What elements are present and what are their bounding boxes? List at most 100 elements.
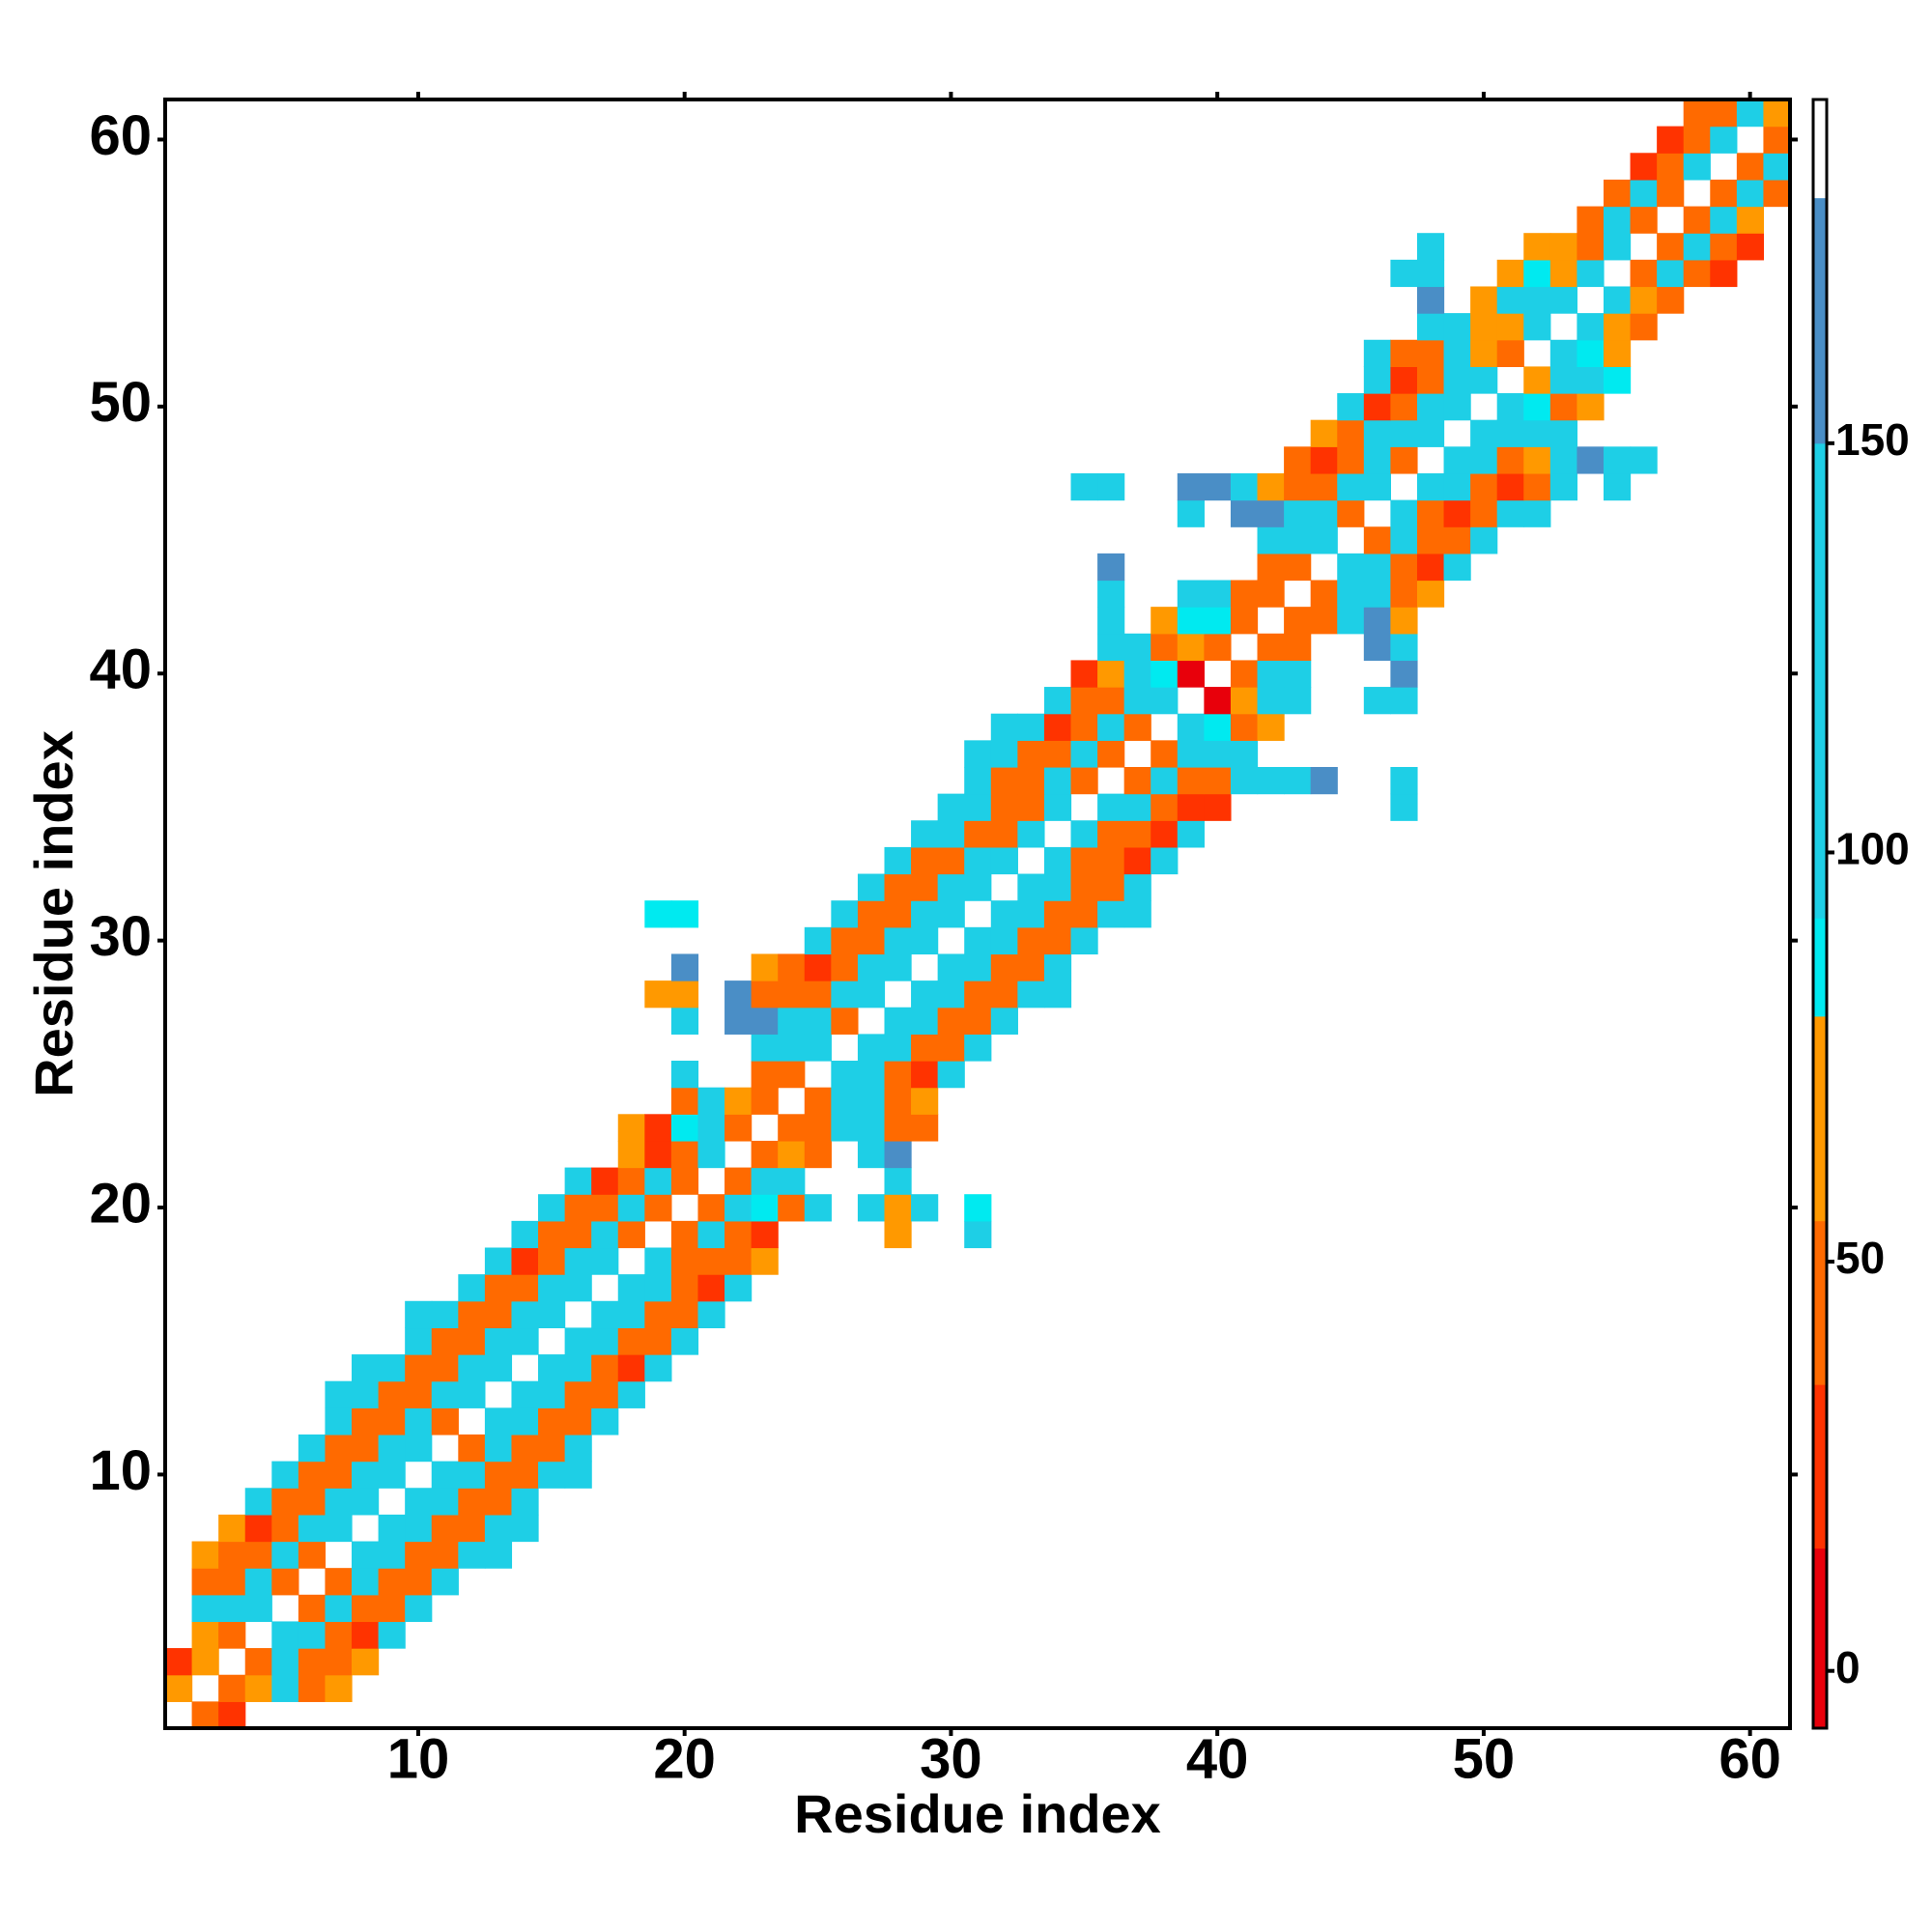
heatmap-cell (352, 1648, 380, 1676)
heatmap-cell (1736, 153, 1765, 181)
heatmap-cell (591, 1380, 619, 1408)
heatmap-cell (1017, 900, 1045, 928)
heatmap-cell (1496, 393, 1524, 421)
heatmap-cell (857, 953, 886, 981)
heatmap-cell (1043, 793, 1072, 821)
heatmap-cell (1177, 580, 1205, 608)
heatmap-cell (697, 1220, 725, 1249)
heatmap-cell (1097, 472, 1125, 501)
heatmap-cell (1097, 633, 1125, 662)
heatmap-cell (1496, 259, 1524, 288)
heatmap-cell (644, 1167, 672, 1195)
heatmap-cell (1310, 499, 1338, 527)
heatmap-cell (1097, 687, 1125, 715)
heatmap-cell (298, 1461, 327, 1489)
heatmap-cell (538, 1434, 566, 1463)
heatmap-cell (1443, 393, 1471, 421)
heatmap-cell (1549, 366, 1578, 394)
heatmap-cell (1736, 233, 1765, 261)
heatmap-cell (884, 900, 912, 928)
heatmap-cell (884, 1087, 912, 1115)
heatmap-cell (564, 1220, 592, 1249)
heatmap-cell (990, 766, 1018, 795)
heatmap-cell (1151, 793, 1179, 821)
heatmap-cell (724, 980, 753, 1009)
heatmap-cell (857, 1114, 886, 1142)
heatmap-cell (1603, 472, 1632, 501)
heatmap-cell (484, 1300, 513, 1329)
heatmap-cell (1416, 553, 1445, 582)
heatmap-cell (670, 1274, 699, 1302)
heatmap-cell (1523, 366, 1551, 394)
heatmap-cell (697, 1247, 725, 1275)
heatmap-cell (1683, 126, 1711, 154)
heatmap-cell (1657, 153, 1685, 181)
heatmap-cell (990, 793, 1018, 821)
heatmap-cell (244, 1514, 272, 1543)
heatmap-cell (1603, 286, 1632, 314)
y-tick-label: 30 (89, 905, 152, 968)
heatmap-cell (937, 820, 965, 848)
x-tick-label: 10 (387, 1727, 450, 1790)
heatmap-cell (990, 926, 1018, 955)
heatmap-cell (405, 1568, 433, 1596)
heatmap-cell (1043, 766, 1072, 795)
heatmap-cell (751, 953, 779, 981)
heatmap-cell (911, 1061, 939, 1089)
heatmap-cell (1390, 526, 1418, 554)
colorbar-segment (1813, 1220, 1827, 1385)
heatmap-cell (1204, 793, 1232, 821)
heatmap-cell (1177, 499, 1205, 527)
heatmap-cell (990, 740, 1018, 768)
heatmap-cell (911, 1034, 939, 1062)
heatmap-cell (431, 1461, 459, 1489)
heatmap-cell (697, 1300, 725, 1329)
heatmap-cell (1390, 499, 1418, 527)
heatmap-cell (325, 1568, 353, 1596)
heatmap-cell (484, 1407, 513, 1435)
heatmap-cell (1603, 446, 1632, 474)
heatmap-cell (1736, 206, 1765, 234)
heatmap-cell (857, 1034, 886, 1062)
heatmap-cell (1657, 126, 1685, 154)
heatmap-cell (458, 1274, 486, 1302)
heatmap-cell (564, 1194, 592, 1222)
heatmap-cell (1390, 366, 1418, 394)
heatmap-cell (431, 1354, 459, 1382)
heatmap-cell (1257, 660, 1285, 688)
heatmap-cell (1470, 499, 1498, 527)
heatmap-cell (1363, 607, 1391, 635)
heatmap-cell (1123, 900, 1151, 928)
heatmap-cell (1230, 472, 1259, 501)
heatmap-cell (857, 980, 886, 1009)
heatmap-cell (1204, 580, 1232, 608)
heatmap-cell (511, 1488, 539, 1516)
heatmap-cell (1337, 553, 1365, 582)
heatmap-cell (1683, 153, 1711, 181)
heatmap-cell (1310, 446, 1338, 474)
heatmap-cell (591, 1300, 619, 1329)
heatmap-cell (352, 1621, 380, 1649)
heatmap-cell (1043, 980, 1072, 1009)
heatmap-cell (911, 1087, 939, 1115)
heatmap-cell (271, 1514, 299, 1543)
heatmap-cell (1523, 446, 1551, 474)
heatmap-cell (1683, 233, 1711, 261)
heatmap-cell (1097, 846, 1125, 875)
heatmap-cell (405, 1434, 433, 1463)
heatmap-cell (804, 1007, 832, 1035)
heatmap-cell (1470, 472, 1498, 501)
heatmap-cell (1603, 339, 1632, 367)
heatmap-cell (271, 1568, 299, 1596)
heatmap-cell (804, 1114, 832, 1142)
heatmap-cell (378, 1514, 406, 1543)
heatmap-cell (298, 1621, 327, 1649)
heatmap-cell (298, 1674, 327, 1702)
colorbar-frame (1811, 98, 1829, 1730)
heatmap-cell (990, 1007, 1018, 1035)
heatmap-cell (511, 1300, 539, 1329)
heatmap-cell (964, 740, 992, 768)
heatmap-cell (778, 1034, 806, 1062)
heatmap-cell (1123, 766, 1151, 795)
